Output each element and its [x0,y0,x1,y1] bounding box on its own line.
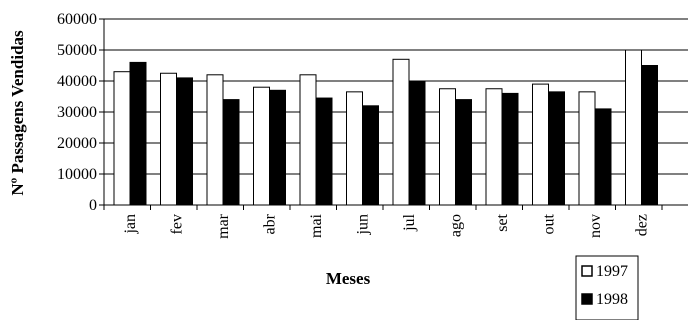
bar-1998-ago [455,99,472,206]
bar-1997-out [532,83,549,206]
bar-1998-jan [129,61,147,206]
x-tick-label: jul [401,213,418,231]
x-tick-label: fev [169,214,186,234]
x-tick-label: mai [308,213,325,238]
y-tick-label: 0 [89,197,97,214]
x-tick-label: out [541,213,558,234]
bar-1997-ago [439,88,456,206]
legend: 1997 1998 [575,255,639,320]
bar-1997-nov [578,91,596,206]
axes [103,19,688,210]
bar-1997-mar [206,74,224,206]
x-tick-label: set [494,213,511,231]
bar-1998-set [501,92,519,206]
bar-1998-dez [641,65,658,206]
bar-1997-dez [625,49,642,206]
x-tick-label: abr [262,213,279,234]
bar-1998-mai [315,97,333,206]
y-tick-label: 60000 [57,11,97,28]
y-tick-label: 50000 [57,42,97,59]
bar-1997-jun [346,91,363,206]
bar-1998-jun [362,105,379,206]
x-tick-label: mar [215,213,232,239]
legend-label-1997: 1997 [596,263,628,280]
bar-1998-fev [176,77,193,206]
y-axis-label: Nº Passagens Vendidas [8,30,27,196]
bar-1997-jan [113,71,131,206]
bar-1998-jul [408,80,426,206]
legend-swatch-1997 [581,265,593,277]
x-tick-label: jan [122,214,139,235]
bar-1998-out [548,91,565,206]
y-tick-labels: 0 10000 20000 30000 40000 50000 60000 [57,11,97,214]
x-tick-label: nov [587,214,604,238]
y-tick-label: 40000 [57,73,97,90]
bar-1997-fev [160,72,177,206]
y-tick-label: 30000 [57,104,97,121]
y-tick-label: 20000 [57,135,97,152]
x-tick-label: jun [355,214,372,235]
bar-1997-set [485,88,503,206]
bar-1998-abr [269,89,286,206]
legend-label-1998: 1998 [596,291,628,308]
bar-1997-abr [253,86,270,206]
bar-1997-jul [392,58,410,206]
x-tick-label: dez [634,214,651,236]
x-tick-labels: jan fev mar abr mai jun jul ago set out nov dez [122,213,651,239]
x-axis-label: Meses [326,269,371,288]
bar-1998-nov [594,108,612,206]
legend-swatch-1998 [581,293,593,305]
bar-1998-mar [222,99,240,206]
x-tick-label: ago [448,214,465,237]
y-tick-label: 10000 [57,166,97,183]
bars [113,49,658,206]
bar-1997-mai [299,74,317,206]
